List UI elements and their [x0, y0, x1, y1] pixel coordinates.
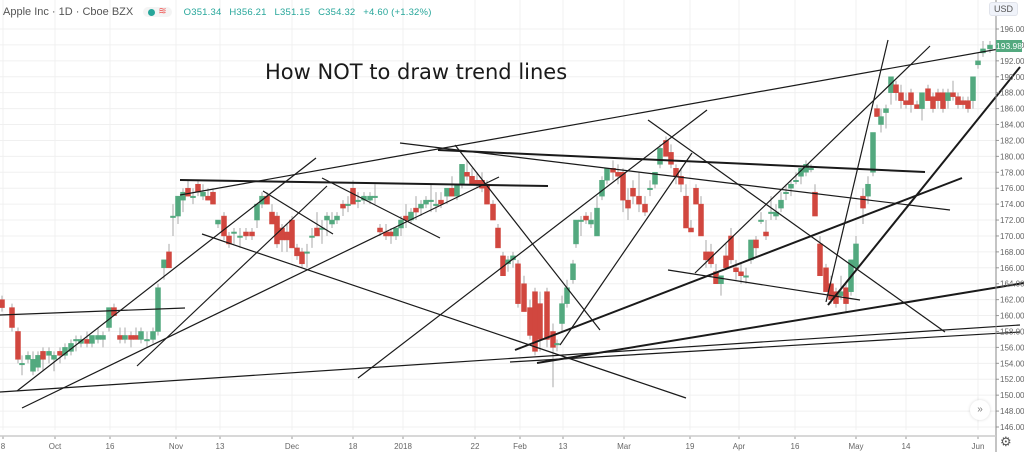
price-tick-label: 154.00 [1000, 359, 1024, 368]
time-axis[interactable]: 8 Oct 16 Nov 13 Dec 18 2018 22 Feb 13 Mar 19 Apr 16 May… [0, 435, 996, 451]
time-tick-label: 22 [471, 442, 480, 451]
price-tick-label: 146.00 [1000, 423, 1024, 432]
price-tick-label: 148.00 [1000, 407, 1024, 416]
time-tick-label: Feb [513, 442, 527, 451]
time-tick-label: 18 [349, 442, 358, 451]
time-tick-label: Dec [285, 442, 299, 451]
price-tick-label: 160.00 [1000, 312, 1024, 321]
high-value: H356.21 [229, 6, 267, 18]
price-tick-label: 188.00 [1000, 89, 1024, 98]
price-tick-label: 174.00 [1000, 200, 1024, 209]
time-tick-label: May [848, 442, 863, 451]
currency-label[interactable]: USD [988, 2, 1018, 16]
last-price-tag: 193.98 [996, 40, 1022, 52]
close-value: C354.32 [318, 6, 356, 18]
market-open-dot-icon [148, 8, 156, 16]
price-tick-label: 158.00 [1000, 327, 1024, 336]
price-tick-label: 172.00 [1000, 216, 1024, 225]
time-tick-label: 2018 [394, 442, 412, 451]
price-tick-label: 196.00 [1000, 25, 1024, 34]
time-tick-label: 16 [791, 442, 800, 451]
price-tick-label: 168.00 [1000, 248, 1024, 257]
time-tick-label: 13 [216, 442, 225, 451]
data-mode-icon: ≋ [158, 6, 167, 17]
chart-annotation-text: How NOT to draw trend lines [265, 60, 568, 84]
price-tick-label: 164.00 [1000, 280, 1024, 289]
status-indicator[interactable]: ≋ [143, 6, 172, 17]
time-tick-label: 8 [1, 442, 6, 451]
chart-legend-header: Apple Inc · 1D · Cboe BZX ≋ O351.34 H356… [3, 4, 437, 20]
time-tick-label: Mar [617, 442, 631, 451]
time-tick-label: Jun [972, 442, 985, 451]
price-tick-label: 176.00 [1000, 184, 1024, 193]
price-tick-label: 170.00 [1000, 232, 1024, 241]
time-tick-label: 14 [902, 442, 911, 451]
time-tick-label: 13 [559, 442, 568, 451]
price-tick-label: 184.00 [1000, 121, 1024, 130]
open-value: O351.34 [183, 6, 222, 18]
scroll-to-realtime-button[interactable]: » [970, 400, 990, 420]
time-tick-label: Oct [49, 442, 62, 451]
price-tick-label: 152.00 [1000, 375, 1024, 384]
symbol-label: Apple Inc · 1D · Cboe BZX [3, 6, 134, 18]
time-tick-label: 19 [686, 442, 695, 451]
price-tick-label: 150.00 [1000, 391, 1024, 400]
time-tick-label: Nov [169, 442, 183, 451]
settings-gear-icon[interactable]: ⚙ [1000, 434, 1012, 449]
time-tick-label: 16 [106, 442, 115, 451]
change-value: +4.60 (+1.32%) [363, 6, 432, 18]
price-tick-label: 166.00 [1000, 264, 1024, 273]
price-tick-label: 178.00 [1000, 168, 1024, 177]
ohlc-values: O351.34 H356.21 L351.15 C354.32 +4.60 (+… [184, 7, 437, 18]
price-tick-label: 180.00 [1000, 152, 1024, 161]
price-tick-label: 192.00 [1000, 57, 1024, 66]
price-tick-label: 182.00 [1000, 136, 1024, 145]
price-tick-label: 186.00 [1000, 105, 1024, 114]
trend-lines [0, 39, 1024, 409]
price-axis[interactable]: 196.00194.00192.00190.00188.00186.00184.… [995, 0, 1024, 452]
price-tick-label: 156.00 [1000, 343, 1024, 352]
low-value: L351.15 [274, 6, 311, 18]
price-tick-label: 190.00 [1000, 73, 1024, 82]
price-tick-label: 162.00 [1000, 296, 1024, 305]
time-tick-label: Apr [733, 442, 746, 451]
